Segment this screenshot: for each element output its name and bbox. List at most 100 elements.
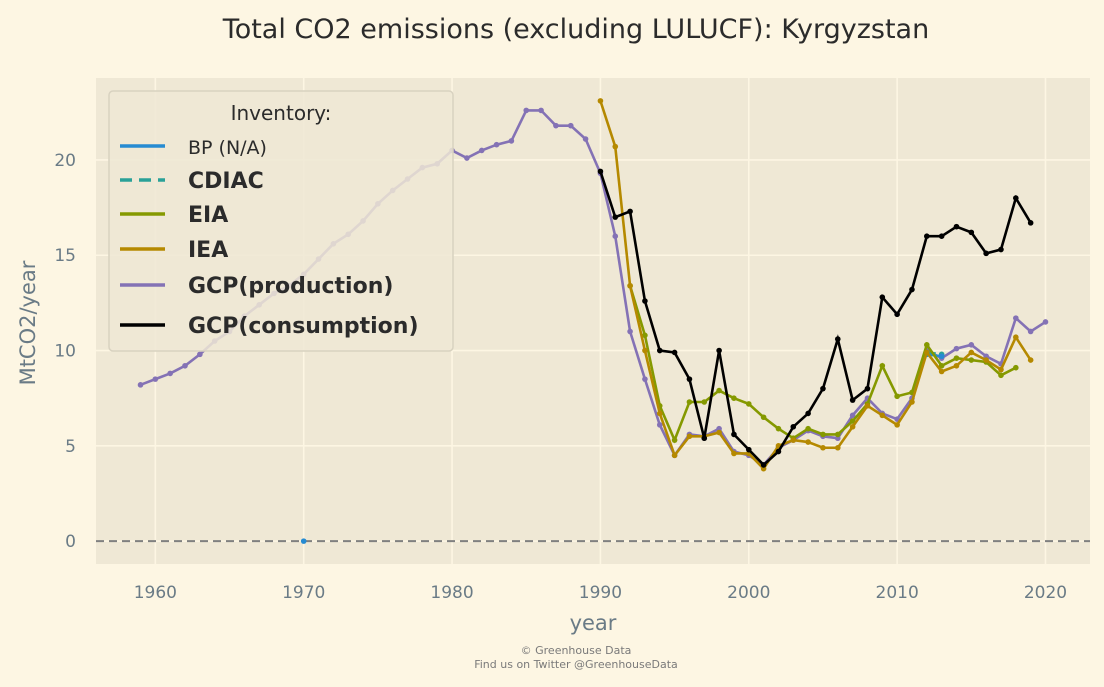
- legend-title: Inventory:: [231, 101, 332, 125]
- point-gcp-production-2020: [1042, 319, 1049, 325]
- point-gcp-production-2014: [953, 345, 960, 352]
- point-iea-1996: [686, 433, 693, 440]
- x-tick-1970: 1970: [282, 583, 325, 603]
- x-axis-label: year: [570, 611, 617, 635]
- point-iea-1992: [627, 282, 633, 289]
- point-eia-1995: [671, 437, 678, 443]
- point-gcp-consumption-1991: [612, 214, 619, 220]
- point-gcp-consumption-2006: [834, 336, 841, 342]
- point-gcp-consumption-2015: [968, 229, 975, 236]
- series-iea: [597, 98, 1034, 472]
- legend-item-gcp-consumption: GCP(consumption): [120, 314, 419, 339]
- point-gcp-consumption-1992: [627, 208, 633, 215]
- point-eia-2002: [775, 425, 782, 432]
- point-iea-2006: [834, 444, 841, 451]
- point-iea-2014: [953, 362, 960, 369]
- point-iea-1993: [642, 347, 648, 354]
- point-gcp-production-1993: [642, 376, 648, 382]
- point-eia-2010: [894, 393, 900, 400]
- point-iea-1991: [612, 143, 619, 150]
- series-gcp-consumption: [597, 168, 1034, 468]
- point-eia-2004: [805, 425, 811, 432]
- legend-item-gcp-production: GCP(production): [120, 274, 393, 299]
- point-gcp-production-2015: [968, 342, 975, 348]
- legend-item-eia: EIA: [120, 203, 228, 228]
- point-iea-2012: [924, 349, 930, 356]
- point-eia-2005: [820, 431, 826, 438]
- y-axis-label: MtCO2/year: [16, 260, 40, 385]
- point-eia-1999: [731, 395, 737, 401]
- series-line-iea: [599, 100, 1032, 471]
- point-iea-2003: [790, 437, 797, 443]
- point-eia-2007: [849, 418, 856, 424]
- point-gcp-consumption-1993: [642, 298, 648, 304]
- y-tick-5: 5: [65, 437, 76, 457]
- point-gcp-production-1994: [656, 422, 663, 428]
- point-eia-2012: [924, 342, 930, 348]
- point-eia-2013: [938, 362, 945, 369]
- point-gcp-consumption-2017: [998, 246, 1004, 253]
- point-gcp-consumption-2011: [909, 286, 915, 293]
- point-gcp-consumption-2004: [805, 410, 811, 417]
- legend-items: BP (N/A) CDIAC EIA IEA GCP(production) GCP(co…: [120, 137, 419, 339]
- point-gcp-production-1987: [553, 122, 559, 129]
- point-iea-2018: [1013, 334, 1019, 341]
- point-gcp-consumption-2018: [1013, 195, 1019, 201]
- point-gcp-production-1962: [182, 362, 188, 369]
- point-eia-2000: [745, 401, 752, 407]
- point-gcp-consumption-2008: [864, 385, 871, 392]
- point-gcp-production-2019: [1027, 328, 1034, 335]
- legend-item-iea: IEA: [120, 238, 228, 263]
- point-gcp-production-1992: [627, 328, 633, 335]
- point-gcp-production-1988: [567, 122, 574, 129]
- point-gcp-consumption-1995: [671, 349, 678, 356]
- x-axis-ticks: 1960 1970 1980 1990 2000 2010 2020: [134, 583, 1067, 603]
- point-eia-2015: [968, 357, 975, 363]
- point-gcp-consumption-2012: [924, 233, 930, 239]
- y-tick-20: 20: [54, 151, 76, 171]
- x-tick-2000: 2000: [727, 583, 770, 603]
- legend-label: GCP(consumption): [188, 314, 419, 339]
- point-iea-1994: [656, 410, 663, 417]
- point-iea-1995: [671, 452, 678, 459]
- point-gcp-production-1991: [612, 233, 619, 239]
- legend-label: GCP(production): [188, 274, 393, 299]
- point-gcp-consumption-2010: [894, 311, 900, 318]
- point-iea-2017: [998, 366, 1004, 373]
- point-gcp-production-1963: [197, 351, 203, 358]
- point-iea-2005: [820, 444, 826, 451]
- point-bp-n-a-1970: [300, 538, 307, 544]
- point-iea-2010: [894, 422, 900, 428]
- point-eia-1993: [642, 332, 648, 339]
- point-gcp-consumption-2007: [849, 397, 856, 403]
- credit-line-1: © Greenhouse Data: [521, 644, 632, 657]
- point-gcp-consumption-1998: [716, 347, 722, 354]
- x-tick-2010: 2010: [876, 583, 919, 603]
- legend-item-cdiac: CDIAC: [120, 169, 264, 194]
- y-tick-15: 15: [54, 246, 76, 266]
- point-gcp-consumption-2014: [953, 223, 960, 230]
- point-gcp-consumption-2003: [790, 423, 797, 430]
- point-iea-2007: [849, 423, 856, 430]
- point-gcp-production-2007: [849, 412, 856, 419]
- point-eia-2014: [953, 355, 960, 361]
- legend-label: EIA: [188, 203, 228, 228]
- point-iea-2016: [983, 357, 989, 363]
- point-gcp-consumption-2009: [879, 294, 886, 300]
- point-eia-2006: [834, 431, 841, 438]
- point-gcp-production-1983: [493, 141, 500, 148]
- point-gcp-production-1985: [523, 107, 530, 114]
- x-tick-1960: 1960: [134, 583, 177, 603]
- point-gcp-consumption-1996: [686, 376, 693, 382]
- point-gcp-consumption-2005: [820, 385, 826, 392]
- point-gcp-production-1981: [464, 155, 470, 161]
- point-gcp-production-1961: [167, 370, 173, 377]
- y-tick-0: 0: [65, 532, 76, 552]
- point-eia-1997: [701, 399, 708, 405]
- legend-label: CDIAC: [188, 169, 264, 194]
- point-gcp-consumption-2001: [760, 462, 767, 468]
- point-iea-2015: [968, 349, 975, 356]
- point-eia-2017: [998, 372, 1004, 379]
- point-gcp-consumption-2000: [745, 446, 752, 453]
